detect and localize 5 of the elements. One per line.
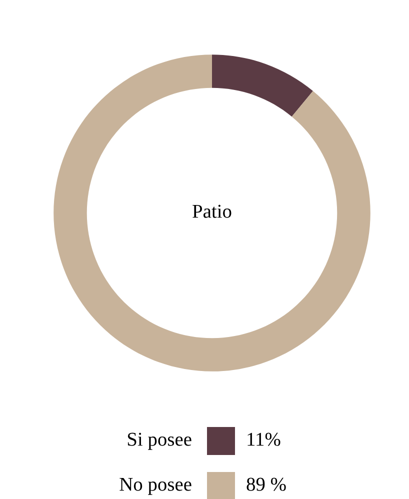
legend-label: No posee: [120, 478, 192, 495]
legend-label: Si posee: [128, 432, 192, 450]
data-label: 11%: [248, 432, 280, 446]
text: Patio: [192, 204, 232, 218]
data-label: 89 %: [246, 478, 286, 491]
